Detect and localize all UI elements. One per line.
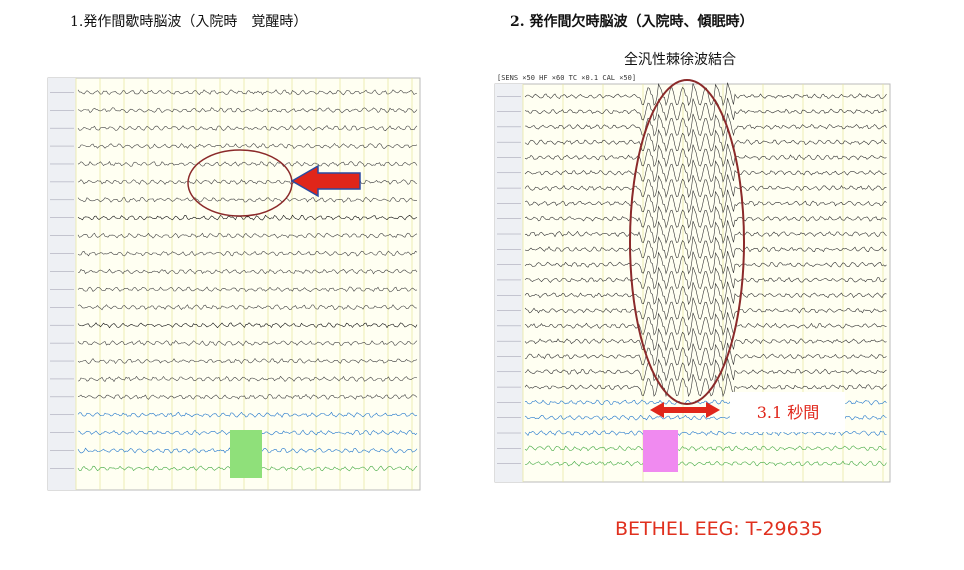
panel-subtitle: 全汎性棘徐波結合 <box>624 52 736 68</box>
eeg-trace <box>77 89 418 96</box>
eeg-trace <box>77 250 418 257</box>
label-box <box>730 392 845 432</box>
footer: BETHEL EEG: T-29635 <box>615 518 823 540</box>
eeg-trace <box>77 107 418 114</box>
eeg-trace <box>524 189 887 214</box>
eeg-trace <box>524 342 887 367</box>
eeg-trace <box>77 214 418 221</box>
eeg-trace <box>77 375 418 383</box>
eeg-trace <box>524 296 887 321</box>
eeg-header: [SENS ×50 HF ×60 TC ×0.1 CAL ×50] <box>497 74 636 82</box>
eeg-trace <box>77 393 418 400</box>
eeg-trace <box>524 113 887 137</box>
highlight-ellipse <box>629 79 745 405</box>
eeg-right: 3.1 秒間 <box>494 79 891 483</box>
eeg-trace <box>524 220 887 245</box>
eeg-trace <box>524 312 887 336</box>
eeg-trace <box>77 161 418 168</box>
panel-title: 1.発作間歇時脳波（入院時 覚醒時） <box>70 14 307 30</box>
eeg-trace <box>77 340 418 347</box>
eeg-trace <box>77 304 418 311</box>
eeg-trace <box>77 322 418 329</box>
eeg-trace <box>524 97 887 122</box>
arrow <box>290 164 361 198</box>
eeg-trace <box>524 143 887 168</box>
eeg-trace <box>77 196 417 203</box>
marker-box <box>230 430 262 478</box>
eeg-trace <box>77 125 418 132</box>
eeg-trace <box>77 411 418 418</box>
duration-label: 3.1 秒間 <box>757 403 820 422</box>
eeg-trace <box>524 251 887 275</box>
eeg-left <box>47 77 421 491</box>
eeg-trace <box>524 205 887 229</box>
eeg-trace <box>77 232 418 239</box>
eeg-trace <box>524 373 887 398</box>
panel-bg <box>47 77 421 491</box>
eeg-trace <box>524 159 887 183</box>
eeg-trace <box>524 266 887 290</box>
eeg-trace <box>77 143 418 149</box>
eeg-trace <box>524 235 887 260</box>
label-column <box>48 78 76 490</box>
eeg-trace <box>77 357 418 365</box>
eeg-trace <box>524 358 887 382</box>
panel-title: 2. 発作間欠時脳波（入院時、傾眠時） <box>510 13 754 30</box>
eeg-trace <box>77 286 418 293</box>
eeg-trace <box>524 281 887 306</box>
eeg-trace <box>524 460 887 467</box>
marker-box <box>643 430 678 472</box>
eeg-trace <box>524 327 887 352</box>
eeg-trace <box>524 429 887 437</box>
eeg-trace <box>524 445 887 452</box>
double-arrow <box>650 402 720 418</box>
eeg-trace <box>524 128 887 153</box>
highlight-ellipse <box>187 149 293 217</box>
eeg-trace <box>77 268 418 275</box>
label-column <box>495 84 523 482</box>
eeg-trace <box>524 174 887 199</box>
